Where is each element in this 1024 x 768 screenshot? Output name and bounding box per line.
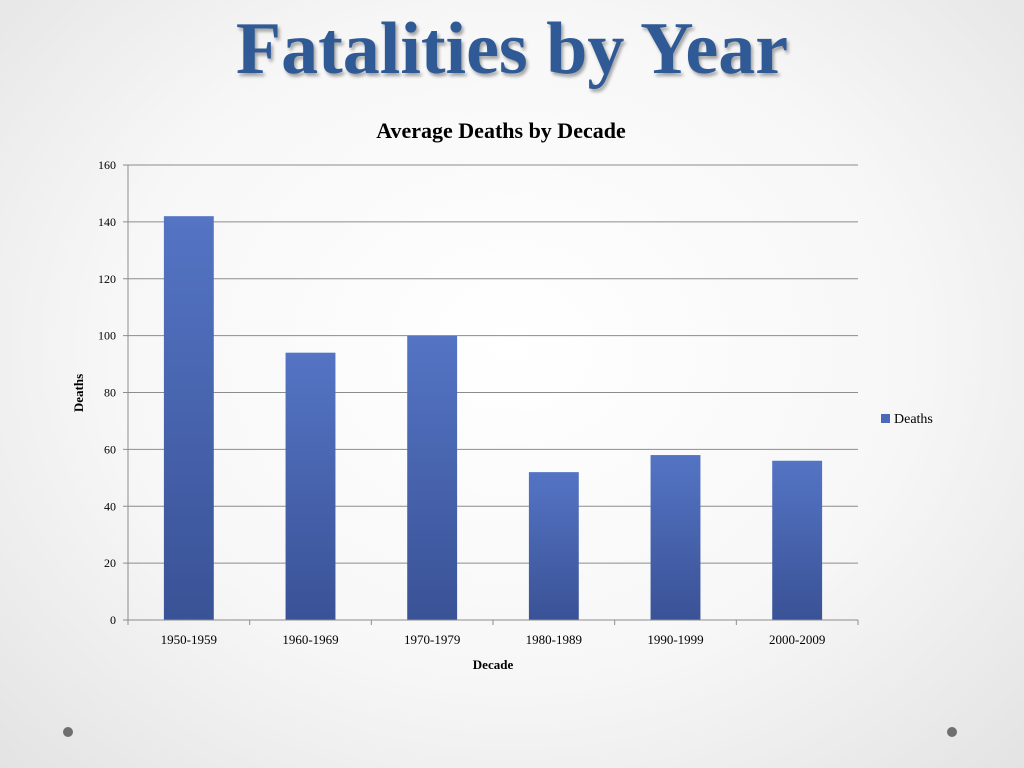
axes: 0 20 40 60 80 100 120 140 160 1950-1959 1960-1969 1…	[98, 158, 859, 647]
legend-label: Deaths	[894, 412, 933, 427]
x-tick-label: 2000-2009	[769, 632, 825, 647]
y-tick-label: 160	[98, 158, 116, 172]
y-tick-label: 60	[104, 442, 116, 456]
y-tick-label: 120	[98, 272, 116, 286]
bar-2000-2009	[772, 460, 823, 620]
bars	[163, 216, 823, 620]
y-tick-label: 80	[104, 386, 116, 400]
y-tick-label: 100	[98, 329, 116, 343]
y-tick-label: 40	[104, 499, 116, 513]
corner-dot-left	[63, 727, 73, 737]
corner-dot-right	[947, 727, 957, 737]
bar-1960-1969	[285, 352, 336, 620]
x-tick-label: 1980-1989	[526, 632, 582, 647]
bar-1980-1989	[528, 472, 579, 620]
x-tick-label: 1990-1999	[647, 632, 703, 647]
y-axis-label: Deaths	[71, 374, 86, 412]
x-tick-label: 1970-1979	[404, 632, 460, 647]
legend-swatch	[881, 414, 890, 423]
bar-1990-1999	[650, 455, 701, 620]
x-tick-label: 1960-1969	[282, 632, 338, 647]
bar-1970-1979	[407, 335, 458, 620]
y-tick-label: 20	[104, 556, 116, 570]
slide-title: Fatalities by Year	[235, 8, 789, 90]
y-tick-label: 0	[110, 613, 116, 627]
x-tick-label: 1950-1959	[161, 632, 217, 647]
gridlines	[128, 164, 858, 564]
x-axis-label: Decade	[473, 657, 514, 672]
chart-title: Average Deaths by Decade	[376, 118, 626, 143]
y-tick-label: 140	[98, 215, 116, 229]
legend: Deaths	[881, 412, 933, 427]
bar-1950-1959	[163, 216, 214, 620]
